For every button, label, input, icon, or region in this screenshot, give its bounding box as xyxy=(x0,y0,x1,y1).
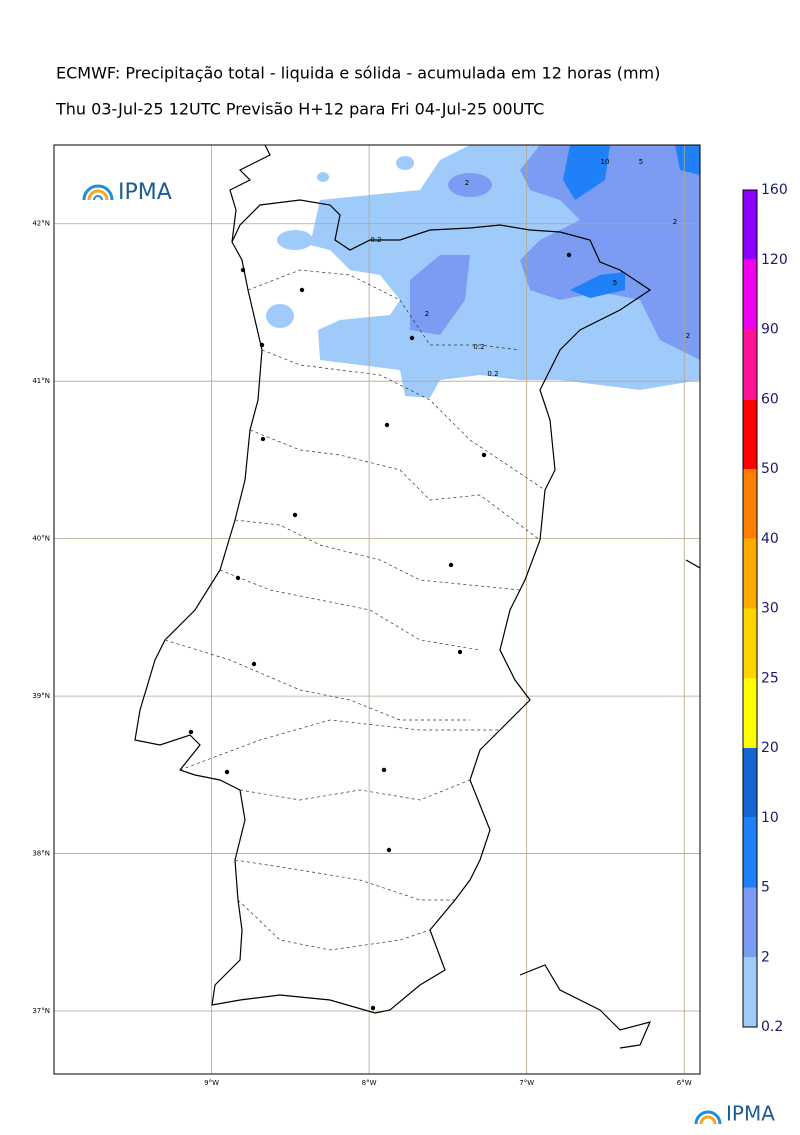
colorbar-segment xyxy=(743,817,757,888)
lat-label: 38°N xyxy=(32,850,50,858)
colorbar-label: 0.2 xyxy=(761,1019,783,1035)
contour-label: 0.2 xyxy=(370,236,381,244)
contour-label: 5 xyxy=(613,279,617,287)
colorbar-label: 30 xyxy=(761,601,779,617)
contour-label: 0.2 xyxy=(473,343,484,351)
precip-medium xyxy=(410,145,700,360)
colorbar-label: 10 xyxy=(761,810,779,826)
colorbar-segment xyxy=(743,748,757,818)
lat-label: 42°N xyxy=(32,220,50,228)
contour-label: 2 xyxy=(425,310,429,318)
lon-label: 7°W xyxy=(519,1079,534,1087)
lon-label: 9°W xyxy=(204,1079,219,1087)
district-borders xyxy=(164,269,546,951)
lon-label: 6°W xyxy=(677,1079,692,1087)
colorbar-label: 5 xyxy=(761,880,770,896)
cities xyxy=(188,252,572,1011)
spain-coast xyxy=(229,145,700,1049)
colorbar-label: 2 xyxy=(761,949,770,965)
precip-strong xyxy=(563,145,700,298)
logo-text: IPMA xyxy=(118,180,172,205)
colorbar-segment xyxy=(743,957,757,1027)
lat-label: 41°N xyxy=(32,377,50,385)
title: ECMWF: Precipitação total - liquida e só… xyxy=(56,64,660,83)
colorbar-label: 60 xyxy=(761,391,779,407)
contour-label: 2 xyxy=(686,332,690,340)
colorbar-segment xyxy=(743,608,757,679)
colorbar-label: 20 xyxy=(761,740,779,756)
colorbar-label: 90 xyxy=(761,322,779,338)
colorbar-label: 160 xyxy=(761,182,788,198)
contour-label: 2 xyxy=(465,179,469,187)
graticule xyxy=(54,145,700,1074)
axis-labels: 42°N 41°N 40°N 39°N 38°N 37°N 9°W 8°W 7°W 6°W xyxy=(32,220,691,1087)
colorbar-segment xyxy=(743,190,757,260)
map-frame xyxy=(53,144,701,1075)
portugal-border xyxy=(134,199,652,1014)
colorbar-segment xyxy=(743,887,757,958)
colorbar-label: 40 xyxy=(761,531,779,547)
colorbar-frame xyxy=(742,189,758,1028)
lon-label: 8°W xyxy=(362,1079,377,1087)
lat-label: 39°N xyxy=(32,692,50,700)
colorbar-segment xyxy=(743,538,757,609)
map: 2 2 0.2 0.2 0.2 2 2 5 10 5 xyxy=(54,145,700,1074)
contour-label: 5 xyxy=(639,158,643,166)
colorbar-segment xyxy=(743,678,757,748)
lat-label: 40°N xyxy=(32,535,50,543)
colorbar-segment xyxy=(743,259,757,330)
colorbar-segment xyxy=(743,399,757,469)
logo: IPMA xyxy=(82,180,172,205)
contour-label: 2 xyxy=(673,218,677,226)
colorbar-segment xyxy=(743,329,757,400)
subtitle: Thu 03-Jul-25 12UTC Previsão H+12 para F… xyxy=(55,100,544,119)
lat-label: 37°N xyxy=(32,1007,50,1015)
colorbar-label: 120 xyxy=(761,252,788,268)
footer-logo: IPMA xyxy=(694,1102,775,1126)
colorbar-segment xyxy=(743,469,757,539)
contour-label: 10 xyxy=(601,158,610,166)
colorbar-label: 25 xyxy=(761,670,779,686)
colorbar-label: 50 xyxy=(761,461,779,477)
contour-labels: 2 2 0.2 0.2 0.2 2 2 5 10 5 xyxy=(370,158,690,378)
contour-label: 0.2 xyxy=(487,370,498,378)
footer-logo-text: IPMA xyxy=(726,1102,775,1126)
